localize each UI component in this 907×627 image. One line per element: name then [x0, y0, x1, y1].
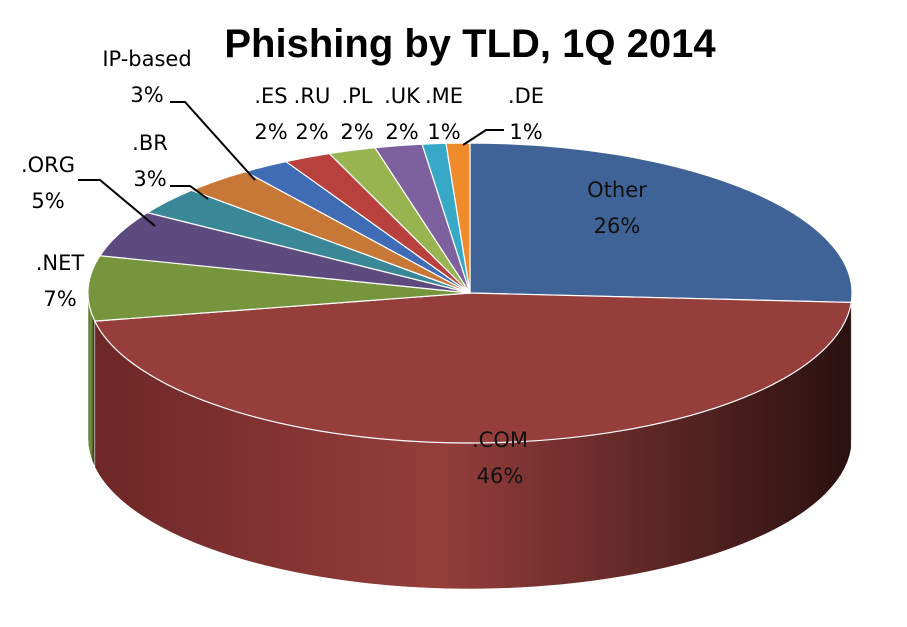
chart-title: Phishing by TLD, 1Q 2014	[224, 22, 716, 66]
label-es: .ES	[254, 84, 287, 108]
value-me: 1%	[427, 120, 460, 144]
label-ru: .RU	[294, 84, 331, 108]
slice-other	[469, 142, 853, 304]
value-es: 2%	[254, 120, 287, 144]
label-com: .COM	[472, 428, 528, 452]
label-other: Other	[587, 178, 647, 202]
value-de: 1%	[509, 120, 542, 144]
label-net: .NET	[36, 251, 85, 275]
value-br: 3%	[133, 167, 166, 191]
value-pl: 2%	[340, 120, 373, 144]
leader-line-de	[462, 129, 504, 146]
slice-labels: Other 26% .COM 46% .NET 7% .ORG 5% .BR 3% IP-based…	[21, 47, 647, 488]
value-org: 5%	[31, 189, 64, 213]
value-other: 26%	[594, 214, 641, 238]
label-br: .BR	[132, 131, 168, 155]
value-ru: 2%	[295, 120, 328, 144]
label-pl: .PL	[341, 84, 372, 108]
value-ip-based: 3%	[130, 83, 163, 107]
label-me: .ME	[425, 84, 463, 108]
leader-line-ip-based	[170, 101, 256, 181]
label-de: .DE	[508, 84, 544, 108]
leader-lines	[78, 101, 504, 227]
slice-com	[93, 292, 852, 444]
leader-line-br	[170, 185, 209, 200]
leader-line-org	[78, 179, 156, 227]
slice-de	[445, 142, 471, 294]
pie-top-slices	[87, 142, 853, 444]
label-ip-based: IP-based	[102, 47, 191, 71]
label-org: .ORG	[21, 153, 75, 177]
value-uk: 2%	[385, 120, 418, 144]
value-com: 46%	[477, 464, 524, 488]
slice-net	[87, 255, 471, 322]
value-net: 7%	[43, 287, 76, 311]
label-uk: .UK	[384, 84, 421, 108]
